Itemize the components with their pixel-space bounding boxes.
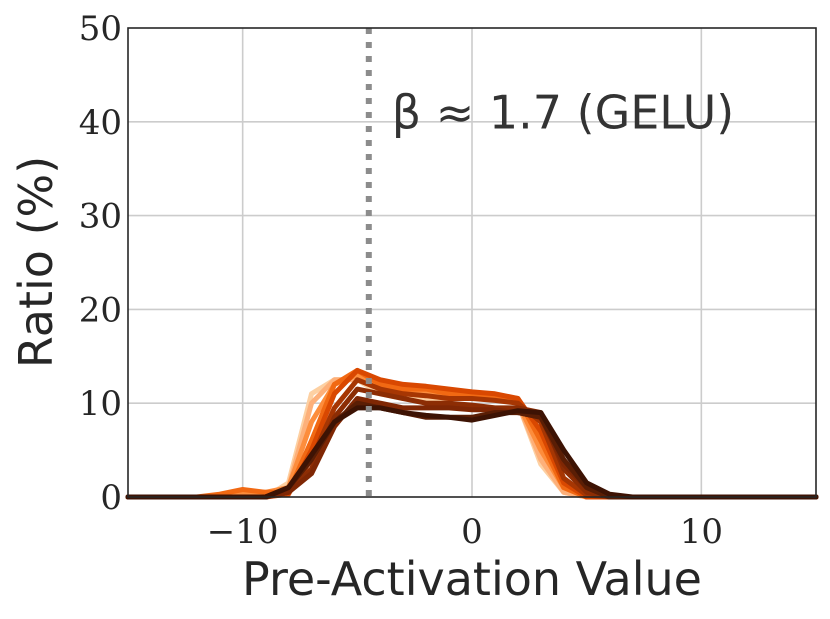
y-tick-label: 30 xyxy=(79,197,122,237)
y-tick-label: 10 xyxy=(79,384,122,424)
y-tick-labels: 0 10 20 30 40 50 xyxy=(79,9,122,518)
x-tick-label: −10 xyxy=(207,512,279,552)
y-axis-label: Ratio (%) xyxy=(9,156,63,368)
x-tick-label: 10 xyxy=(680,512,723,552)
y-tick-label: 40 xyxy=(79,103,122,143)
beta-annotation: β ≈ 1.7 (GELU) xyxy=(392,85,735,139)
y-tick-label: 20 xyxy=(79,290,122,330)
x-axis-label: Pre-Activation Value xyxy=(242,552,702,606)
y-tick-label: 50 xyxy=(79,9,122,49)
y-tick-label: 0 xyxy=(100,478,122,518)
plot-frame xyxy=(127,27,817,498)
x-tick-label: 0 xyxy=(461,512,483,552)
x-tick-labels: −10 0 10 xyxy=(207,512,723,552)
